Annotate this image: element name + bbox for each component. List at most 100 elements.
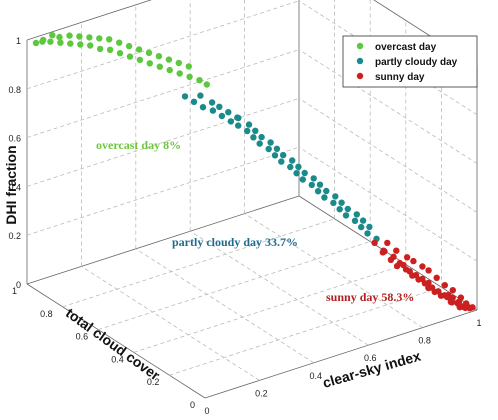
data-point-sunny [393,262,401,270]
data-point-sunny [400,261,407,269]
z-tick-label: 0.8 [8,85,21,95]
data-point-overcast [126,53,134,60]
data-point-partly-cloudy [289,157,296,164]
data-point-partly-cloudy [181,93,189,100]
data-point-partly-cloudy [267,139,274,146]
legend-label-sunny: sunny day [375,72,425,83]
data-point-partly-cloudy [256,140,263,147]
data-point-sunny [379,249,386,256]
data-point-sunny [449,287,456,294]
y-tick-label: 0.8 [40,309,53,319]
data-point-partly-cloudy [316,181,324,188]
data-point-overcast [77,41,84,48]
grid-line [26,0,300,90]
data-point-partly-cloudy [301,169,308,177]
grid-line [26,49,300,138]
data-point-partly-cloudy [280,151,287,159]
data-point-sunny [428,284,436,291]
data-point-overcast [165,56,173,63]
data-point-overcast [145,49,153,56]
axis-edge [26,195,300,285]
data-point-overcast [125,42,133,50]
data-point-partly-cloudy [299,176,306,183]
grid-line [189,230,369,346]
data-point-sunny [425,267,432,274]
data-point-partly-cloudy [235,122,242,129]
data-point-partly-cloudy [338,199,345,206]
legend: overcast day partly cloudy day sunny day [342,35,478,88]
axis-edge [26,283,206,399]
data-point-sunny [419,263,426,270]
data-point-overcast [56,33,63,41]
data-point-partly-cloudy [314,188,322,195]
data-point-partly-cloudy [252,127,259,134]
data-point-overcast [156,63,163,70]
data-point-overcast [185,63,192,70]
data-point-partly-cloudy [359,217,367,224]
data-point-sunny [419,275,426,283]
data-point-overcast [39,38,46,45]
data-point-partly-cloudy [218,112,226,120]
x-tick-label: 0.6 [364,353,377,363]
grid-line [26,146,300,236]
annotation-sunny: sunny day 58.3% [326,290,414,304]
data-point-overcast [186,73,193,81]
data-point-sunny [371,239,378,246]
grid-line [62,218,335,308]
x-tick-label: 0.2 [255,388,268,398]
grid-line [298,146,478,262]
data-point-partly-cloudy [353,211,360,218]
axes-box [26,0,478,399]
data-point-partly-cloudy [216,103,223,111]
x-tick-label: 0.8 [418,336,431,346]
data-point-sunny [425,279,432,287]
data-point-sunny [384,239,391,247]
data-point-partly-cloudy [308,181,315,189]
data-point-sunny [410,257,417,265]
data-point-sunny [441,282,448,289]
data-point-partly-cloudy [351,217,359,224]
z-tick-label: 0.2 [8,231,21,241]
y-tick-label: 0.4 [111,354,124,364]
data-point-partly-cloudy [342,212,350,219]
legend-marker-partly-cloudy [356,57,364,65]
data-point-sunny [433,274,440,281]
data-point-partly-cloudy [330,199,337,207]
data-point-sunny [457,294,465,301]
data-point-sunny [406,268,413,275]
data-point-overcast [166,66,173,74]
data-point-partly-cloudy [271,152,279,159]
z-tick-label: 1 [16,36,21,46]
data-point-partly-cloudy [209,107,217,114]
data-point-partly-cloudy [197,92,204,99]
data-point-partly-cloudy [366,223,373,231]
z-tick-label: 0.4 [8,182,21,192]
y-tick-label: 0.6 [76,332,89,342]
data-point-overcast [155,53,163,60]
data-point-overcast [32,39,40,47]
grid-line [133,264,406,353]
data-point-sunny [449,294,456,301]
y-tick-label: 1 [12,286,17,296]
grid-line [298,98,478,213]
data-point-overcast [57,39,64,46]
data-point-partly-cloudy [336,206,343,213]
data-point-partly-cloudy [364,230,371,237]
data-point-partly-cloudy [265,145,272,153]
z-tick-label: 0 [16,280,21,290]
data-point-partly-cloudy [310,175,317,182]
data-point-partly-cloudy [227,118,235,125]
data-point-overcast [96,35,103,42]
data-point-overcast [76,33,83,40]
data-point-partly-cloudy [278,158,285,165]
data-point-partly-cloudy [273,145,281,152]
data-point-sunny [403,254,411,261]
tick-labels: 00.20.40.60.8100.20.40.60.8100.20.40.60.… [8,36,481,416]
grid-line [81,266,260,381]
data-point-overcast [196,77,203,84]
data-point-sunny [435,288,442,295]
grid-line [135,248,315,364]
data-point-overcast [116,39,123,46]
y-axis-label: total cloud cover [63,305,163,384]
